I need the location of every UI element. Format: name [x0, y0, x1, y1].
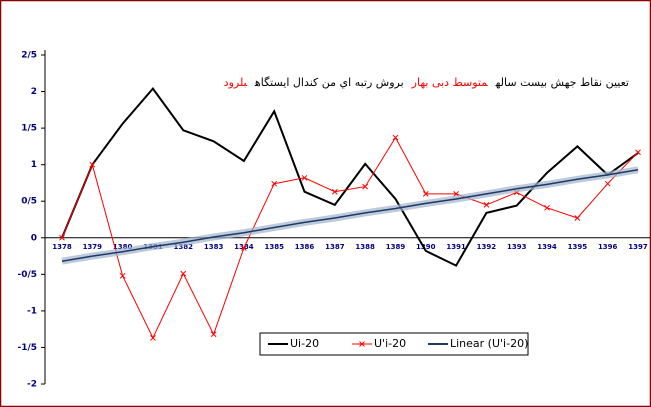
marker	[59, 234, 65, 241]
x-tick-label: 1379	[83, 243, 103, 251]
marker	[544, 204, 550, 211]
title-part: متوسط دبی بهار	[411, 76, 488, 89]
marker	[180, 270, 187, 277]
series-line	[61, 86, 639, 267]
x-tick-label: 1396	[598, 243, 618, 251]
x-tick-label: 1395	[568, 243, 588, 251]
y-tick-label: 1	[31, 160, 37, 170]
marker	[331, 188, 338, 195]
x-tick-label: 1392	[477, 243, 497, 251]
y-tick-label: 2	[31, 87, 37, 97]
x-tick-label: 1394	[537, 243, 557, 251]
marker	[301, 174, 308, 181]
marker	[635, 149, 641, 156]
x-tick-label: 1393	[507, 243, 527, 251]
marker	[392, 134, 399, 141]
x-tick-label: 1385	[264, 243, 284, 251]
marker	[119, 272, 126, 279]
title-part: تعیین نقاط جهش بیست ساله	[495, 76, 629, 89]
y-tick-label: -2	[27, 380, 37, 390]
title-part: بلرود	[223, 76, 247, 89]
marker	[271, 180, 278, 187]
legend: Ui-20 U'i-20 Linear (U'i-20)	[259, 332, 529, 356]
marker	[150, 335, 156, 341]
y-tick-label: -1	[27, 306, 37, 316]
y-tick-label: 0/5	[21, 197, 37, 207]
y-tick-label: 1/5	[21, 124, 37, 134]
x-tick-label: 1387	[325, 243, 345, 251]
trend-line	[61, 169, 639, 262]
x-tick-label: 1391	[446, 243, 466, 251]
legend-label: U'i-20	[374, 337, 406, 350]
title-part: بروش رتبه اي من کندال ایستگاه	[254, 76, 404, 89]
marker	[604, 180, 611, 187]
series-line	[61, 136, 639, 340]
x-tick-label: 1388	[355, 243, 375, 251]
y-tick-label: 2/5	[21, 51, 37, 61]
y-tick-label: -1/5	[17, 343, 37, 353]
x-tick-label: 1389	[386, 243, 406, 251]
x-tick-label: 1397	[628, 243, 648, 251]
x-tick-label: 1380	[113, 243, 133, 251]
marker	[89, 161, 96, 168]
marker	[210, 331, 217, 338]
legend-label: Ui-20	[290, 337, 319, 350]
marker	[574, 215, 581, 221]
x-tick-label: 1378	[52, 243, 72, 251]
y-tick-label: 0	[31, 233, 37, 243]
legend-box	[259, 332, 529, 356]
x-tick-label: 1386	[295, 243, 315, 251]
x-tick-label: 1383	[204, 243, 224, 251]
marker	[362, 183, 369, 190]
legend-marker	[359, 341, 365, 347]
chart-title: تعیین نقاط جهش بیست ساله متوسط دبی بهار بر…	[216, 76, 629, 89]
legend-label: Linear (U'i-20)	[450, 337, 528, 350]
y-tick-label: -0/5	[17, 270, 37, 280]
x-tick-label: 1390	[416, 243, 436, 251]
marker	[422, 191, 429, 197]
marker	[241, 245, 247, 251]
marker	[483, 202, 490, 208]
x-tick-label: 1382	[174, 243, 194, 251]
